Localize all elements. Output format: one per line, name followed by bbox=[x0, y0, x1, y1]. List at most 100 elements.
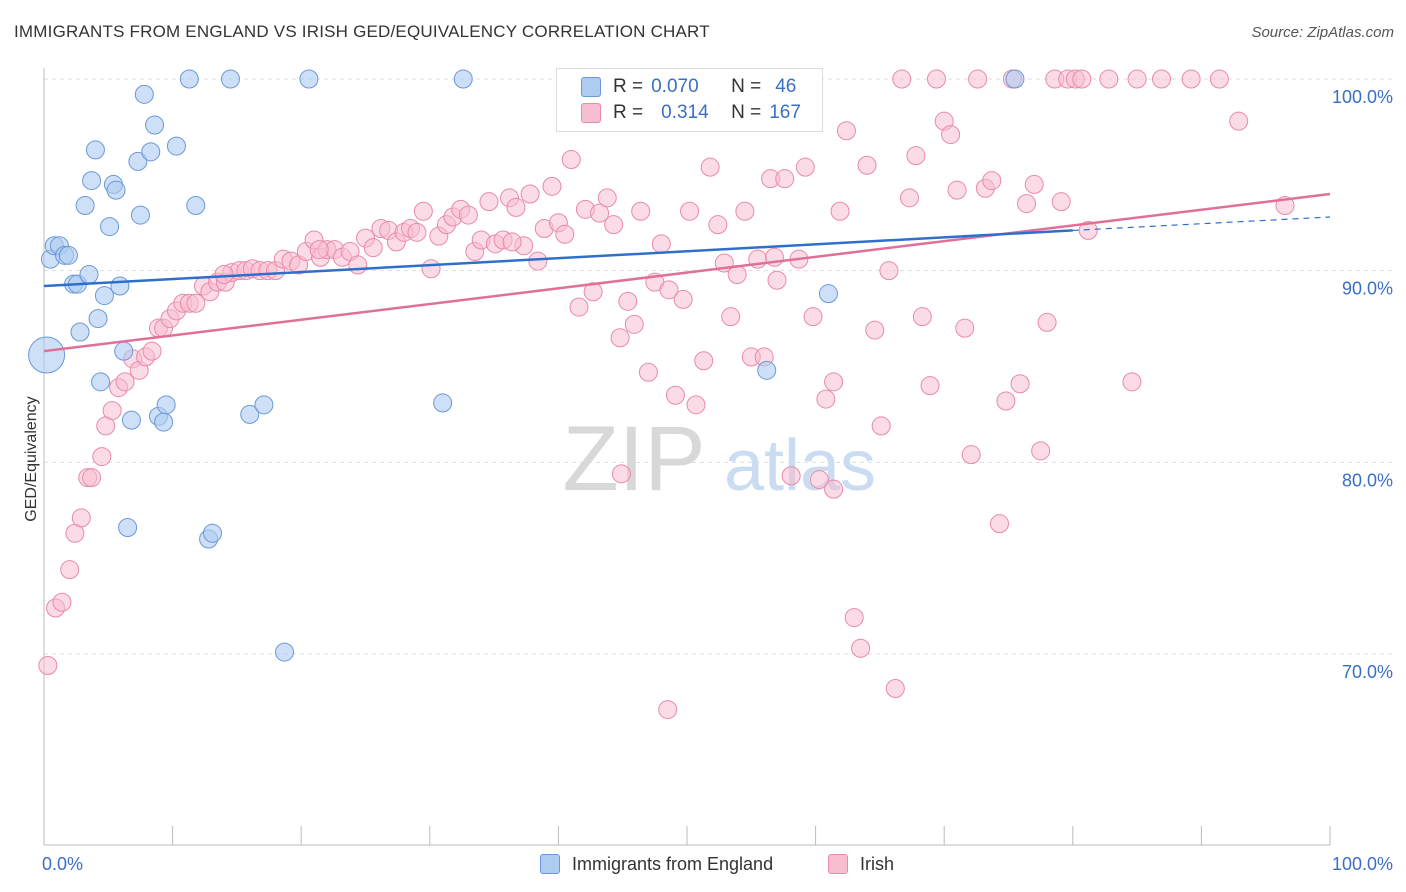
irish-point bbox=[1037, 312, 1057, 332]
england-point bbox=[88, 309, 108, 329]
irish-point bbox=[1152, 69, 1172, 89]
y-tick-label: 90.0% bbox=[1342, 279, 1393, 299]
england-point bbox=[82, 171, 102, 191]
irish-point bbox=[142, 341, 162, 361]
irish-point bbox=[775, 169, 795, 189]
irish-point bbox=[912, 307, 932, 327]
england-point bbox=[79, 265, 99, 284]
irish-point bbox=[1229, 111, 1249, 131]
trend-lines bbox=[43, 192, 1331, 353]
irish-point bbox=[611, 464, 631, 484]
irish-point bbox=[502, 232, 522, 252]
irish-point bbox=[1024, 174, 1044, 194]
england-point bbox=[254, 395, 274, 415]
irish-point bbox=[520, 184, 540, 204]
irish-point bbox=[60, 560, 80, 580]
england-point bbox=[28, 336, 66, 374]
y-tick-label: 80.0% bbox=[1342, 470, 1393, 490]
irish-point bbox=[892, 69, 912, 89]
england-point bbox=[145, 115, 165, 135]
legend-n-label: N = bbox=[731, 76, 762, 97]
watermark-zip: ZIP bbox=[562, 408, 705, 510]
irish-point bbox=[348, 255, 368, 275]
irish-point bbox=[604, 215, 624, 235]
irish-point bbox=[624, 314, 644, 334]
england-point bbox=[118, 518, 138, 537]
correlation-legend: R = 0.070 N = 46 R = 0.314 N = 167 bbox=[556, 68, 823, 132]
irish-point bbox=[968, 69, 988, 89]
irish-point bbox=[52, 592, 72, 612]
y-tick-label: 70.0% bbox=[1342, 662, 1393, 682]
y-tick-label: 100.0% bbox=[1332, 87, 1393, 107]
england-point bbox=[134, 84, 154, 104]
legend-r-label: R = bbox=[613, 102, 644, 123]
irish-point bbox=[857, 155, 877, 175]
legend-n-value: 167 bbox=[769, 102, 801, 123]
x-tick-labels: 0.0% 100.0% bbox=[42, 854, 1393, 874]
irish-point bbox=[1031, 441, 1051, 461]
irish-point bbox=[694, 351, 714, 371]
irish-point bbox=[413, 201, 433, 221]
irish-point bbox=[920, 376, 940, 396]
irish-point bbox=[421, 259, 441, 279]
irish-point bbox=[809, 470, 829, 490]
irish-point bbox=[659, 280, 679, 300]
england-point bbox=[299, 69, 319, 89]
legend-r-label: R = bbox=[613, 76, 644, 97]
irish-point bbox=[71, 508, 91, 528]
irish-point bbox=[555, 224, 575, 244]
irish-point bbox=[767, 270, 787, 290]
england-point bbox=[154, 412, 174, 432]
england-point bbox=[128, 151, 148, 171]
watermark-atlas: atlas bbox=[724, 426, 876, 506]
irish-point bbox=[803, 307, 823, 327]
irish-point bbox=[82, 468, 102, 488]
irish-point bbox=[879, 261, 899, 281]
irish-point bbox=[658, 700, 678, 720]
england-point bbox=[141, 142, 161, 162]
irish-point bbox=[597, 188, 617, 208]
england-trend-line bbox=[43, 229, 1073, 288]
irish-point bbox=[506, 197, 526, 217]
irish-point bbox=[941, 125, 961, 145]
irish-point bbox=[830, 201, 850, 221]
irish-point bbox=[590, 203, 610, 223]
irish-point bbox=[458, 205, 478, 225]
legend-row-irish: R = 0.314 N = 167 bbox=[581, 101, 801, 125]
england-point bbox=[220, 69, 240, 89]
irish-point bbox=[542, 176, 562, 196]
irish-point bbox=[1209, 69, 1229, 89]
legend-row-england: R = 0.070 N = 46 bbox=[581, 75, 796, 99]
irish-point bbox=[38, 656, 58, 675]
england-point bbox=[85, 140, 105, 160]
england-point bbox=[110, 276, 130, 296]
england-point bbox=[106, 180, 126, 200]
irish-point bbox=[926, 69, 946, 89]
irish-point bbox=[528, 251, 548, 271]
irish-point bbox=[407, 222, 427, 242]
irish-point bbox=[1072, 69, 1092, 89]
england-point bbox=[202, 523, 222, 543]
irish-point bbox=[1127, 69, 1147, 89]
irish-point bbox=[721, 307, 741, 327]
england-point bbox=[166, 136, 186, 156]
irish-point bbox=[618, 291, 638, 311]
england-point bbox=[91, 372, 111, 392]
legend-n-value: 46 bbox=[775, 76, 797, 97]
irish-point bbox=[906, 146, 926, 166]
irish-point bbox=[115, 372, 135, 392]
england-point bbox=[186, 196, 206, 215]
y-tick-labels: 70.0% 80.0% 90.0% 100.0% bbox=[1332, 87, 1393, 682]
england-point bbox=[179, 69, 199, 89]
legend-n-label: N = bbox=[731, 102, 762, 123]
legend-r-value: 0.070 bbox=[651, 76, 699, 97]
irish-point bbox=[610, 328, 630, 348]
irish-point bbox=[844, 608, 864, 628]
irish-point bbox=[479, 192, 499, 212]
england-point bbox=[453, 69, 473, 89]
legend-swatch-blue bbox=[540, 854, 560, 874]
legend-swatch-pink bbox=[581, 103, 601, 123]
irish-point bbox=[631, 201, 651, 221]
irish-point bbox=[824, 372, 844, 392]
